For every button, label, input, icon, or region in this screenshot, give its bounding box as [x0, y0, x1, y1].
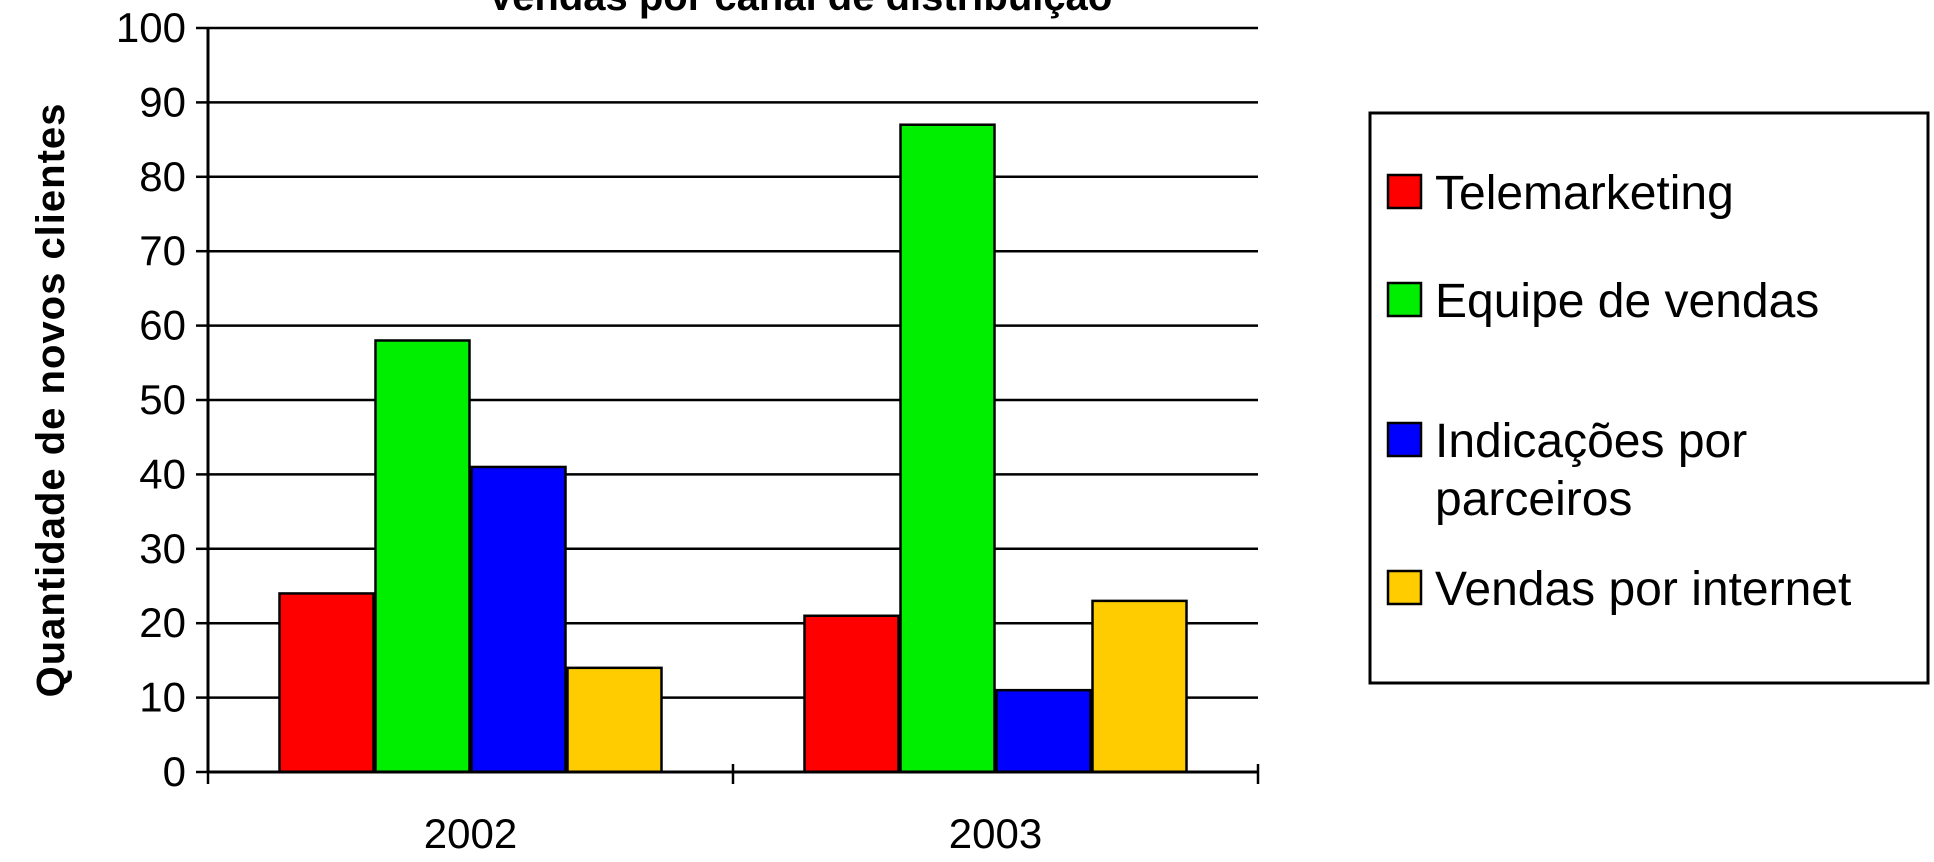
legend-swatch — [1386, 173, 1423, 210]
legend-swatch — [1386, 281, 1423, 318]
legend: Telemarketing Equipe de vendas Indicações … — [1368, 111, 1930, 685]
bar — [803, 614, 900, 774]
legend-swatch — [1386, 421, 1423, 458]
x-tick-labels: 2002 2003 — [424, 810, 1042, 857]
bar — [899, 123, 996, 774]
bars — [278, 123, 1188, 774]
y-tick-label: 10 — [139, 674, 186, 721]
y-tick-label: 30 — [139, 525, 186, 572]
y-tick-label: 80 — [139, 153, 186, 200]
bar — [995, 688, 1092, 774]
y-axis-label: Quantidade de novos clientes — [29, 103, 73, 698]
bar — [1091, 599, 1188, 774]
y-tick-labels: 0 10 20 30 40 50 60 70 80 90 100 — [116, 4, 186, 795]
legend-label: Vendas por internet — [1435, 563, 1851, 616]
y-tick-label: 20 — [139, 599, 186, 646]
bar — [470, 465, 567, 774]
legend-label: Telemarketing — [1435, 167, 1734, 220]
legend-label: Indicações por parceiros — [1435, 415, 1747, 526]
legend-box — [1368, 111, 1930, 685]
bar — [278, 592, 375, 774]
bar — [566, 666, 663, 774]
y-tick-label: 60 — [139, 302, 186, 349]
x-tick-label: 2003 — [949, 810, 1042, 857]
y-tick-label: 70 — [139, 227, 186, 274]
legend-swatch — [1386, 569, 1423, 606]
y-tick-label: 50 — [139, 376, 186, 423]
chart-title: Vendas por canal de distribuição — [488, 0, 1113, 19]
x-tick-label: 2002 — [424, 810, 517, 857]
y-tick-label: 90 — [139, 78, 186, 125]
legend-label: Equipe de vendas — [1435, 275, 1819, 328]
y-tick-label: 100 — [116, 4, 186, 51]
bar — [374, 339, 471, 774]
y-tick-label: 40 — [139, 450, 186, 497]
y-tick-label: 0 — [163, 748, 186, 795]
axes — [196, 26, 1260, 784]
